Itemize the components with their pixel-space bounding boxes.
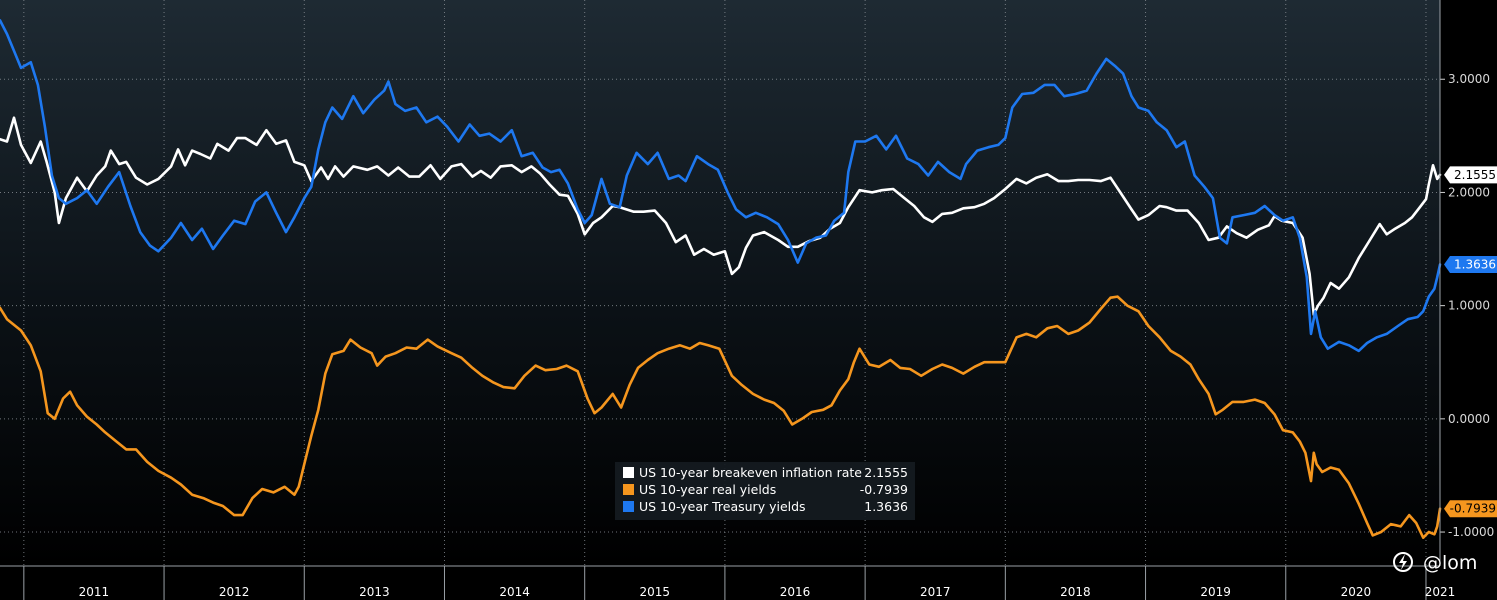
x-tick-label: 2013 [359, 585, 390, 599]
series-line [0, 295, 1442, 539]
y-tick-label: 1.0000 [1448, 299, 1490, 313]
last-value-tag-label: 2.1555 [1454, 168, 1496, 182]
x-tick-label: 2015 [640, 585, 671, 599]
legend-value: 2.1555 [864, 465, 908, 480]
y-tick-label: -1.0000 [1448, 525, 1494, 539]
legend-label: US 10-year real yields [639, 482, 776, 497]
last-value-tag [1444, 255, 1497, 273]
x-tick-label: 2020 [1341, 585, 1372, 599]
grid [0, 0, 1440, 566]
y-tick-label: 0.0000 [1448, 412, 1490, 426]
legend-swatch [623, 501, 634, 512]
x-tick-label: 2016 [780, 585, 811, 599]
bloomberg-lightning-bolt [1399, 554, 1407, 570]
series-line [0, 19, 1442, 353]
legend: US 10-year breakeven inflation rate 2.155… [615, 462, 915, 520]
x-tick-label: 2019 [1200, 585, 1231, 599]
legend-box [615, 462, 915, 520]
legend-value: 1.3636 [864, 499, 908, 514]
x-tick-label: 2012 [219, 585, 250, 599]
x-tick-label: 2014 [499, 585, 530, 599]
legend-label: US 10-year Treasury yields [639, 499, 806, 514]
y-tick-label: 3.0000 [1448, 72, 1490, 86]
series-line [0, 116, 1442, 316]
last-value-tag-label: 1.3636 [1454, 257, 1496, 271]
brand-text: @lom [1423, 552, 1477, 574]
y-tick-label: 2.0000 [1448, 185, 1490, 199]
series-lines [0, 19, 1442, 539]
legend-value: -0.7939 [860, 482, 908, 497]
x-tick-label: 2018 [1060, 585, 1091, 599]
last-value-tag [1444, 500, 1497, 518]
legend-label: US 10-year breakeven inflation rate [639, 465, 862, 480]
last-value-tag-label: -0.7939 [1450, 502, 1496, 516]
last-value-tags: 2.1555 1.3636 -0.7939 [1444, 166, 1497, 518]
x-tick-label: 2011 [79, 585, 110, 599]
brand-watermark: @lom [1393, 552, 1477, 574]
legend-swatch [623, 467, 634, 478]
bloomberg-lightning-icon [1393, 552, 1413, 572]
x-tick-label: 2021 [1425, 585, 1456, 599]
legend-swatch [623, 484, 634, 495]
last-value-tag [1444, 166, 1497, 184]
x-tick-label: 2017 [920, 585, 951, 599]
